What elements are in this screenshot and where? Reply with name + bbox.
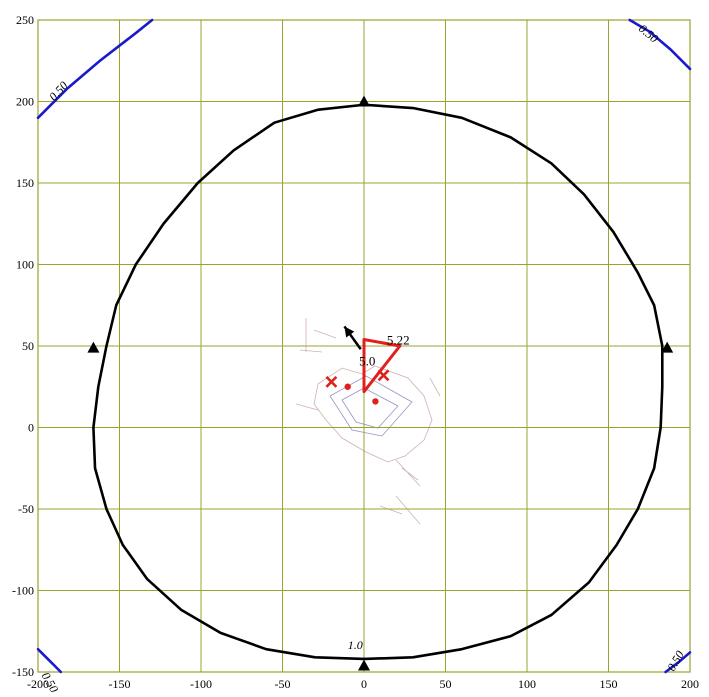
site-plan-outline (313, 365, 433, 463)
site-plan-line (429, 377, 441, 397)
x-tick-label: -50 (275, 677, 291, 691)
triangle-marker (358, 659, 370, 671)
triangle-marker (358, 95, 370, 107)
site-plan-line (313, 329, 337, 339)
boundary-contour (92, 103, 664, 661)
x-tick-label: 50 (440, 677, 452, 691)
site-plan-sketch (295, 318, 441, 525)
x-tick-label: 200 (681, 677, 699, 691)
x-tick-label: 100 (518, 677, 536, 691)
x-tick-label: 150 (600, 677, 618, 691)
site-plan-building (329, 375, 413, 437)
y-tick-label: -100 (12, 584, 34, 598)
markers (87, 95, 674, 671)
y-tick-label: -150 (12, 665, 34, 679)
site-plan-building-inner (341, 387, 399, 429)
y-tick-label: -50 (18, 502, 34, 516)
x-tick-label: -100 (190, 677, 212, 691)
red-triangle (362, 337, 402, 394)
x-tick-label: 0 (361, 677, 367, 691)
site-plan-line (295, 403, 319, 411)
site-plan-line (401, 467, 419, 481)
y-tick-label: 0 (28, 421, 34, 435)
grid-lines (37, 19, 691, 673)
y-tick-label: 250 (16, 13, 34, 27)
dot-marker (344, 383, 351, 390)
y-tick-label: 150 (16, 176, 34, 190)
dot-marker (372, 398, 379, 405)
y-tick-label: 100 (16, 258, 34, 272)
site-plan-line (379, 505, 403, 515)
triangle-marker (87, 341, 100, 353)
corner-contour (36, 18, 154, 120)
corner-contour (628, 18, 692, 71)
x-marker (325, 375, 338, 388)
contour-lines (36, 18, 692, 674)
corner-contour (36, 647, 63, 674)
site-plan-line (299, 349, 323, 353)
x-tick-label: -200 (27, 677, 49, 691)
annotation-label: 5.22 (387, 332, 410, 347)
y-tick-label: 50 (22, 339, 34, 353)
y-tick-label: 200 (16, 95, 34, 109)
boundary-contour-label: 1.0 (348, 638, 363, 652)
x-tick-label: -150 (109, 677, 131, 691)
triangle-marker (661, 341, 674, 353)
x-marker (377, 369, 390, 382)
wind-arrow-head (344, 326, 355, 338)
annotation-label: 5.0 (359, 354, 375, 369)
site-plan-line (395, 495, 421, 525)
corner-contour (664, 651, 692, 674)
